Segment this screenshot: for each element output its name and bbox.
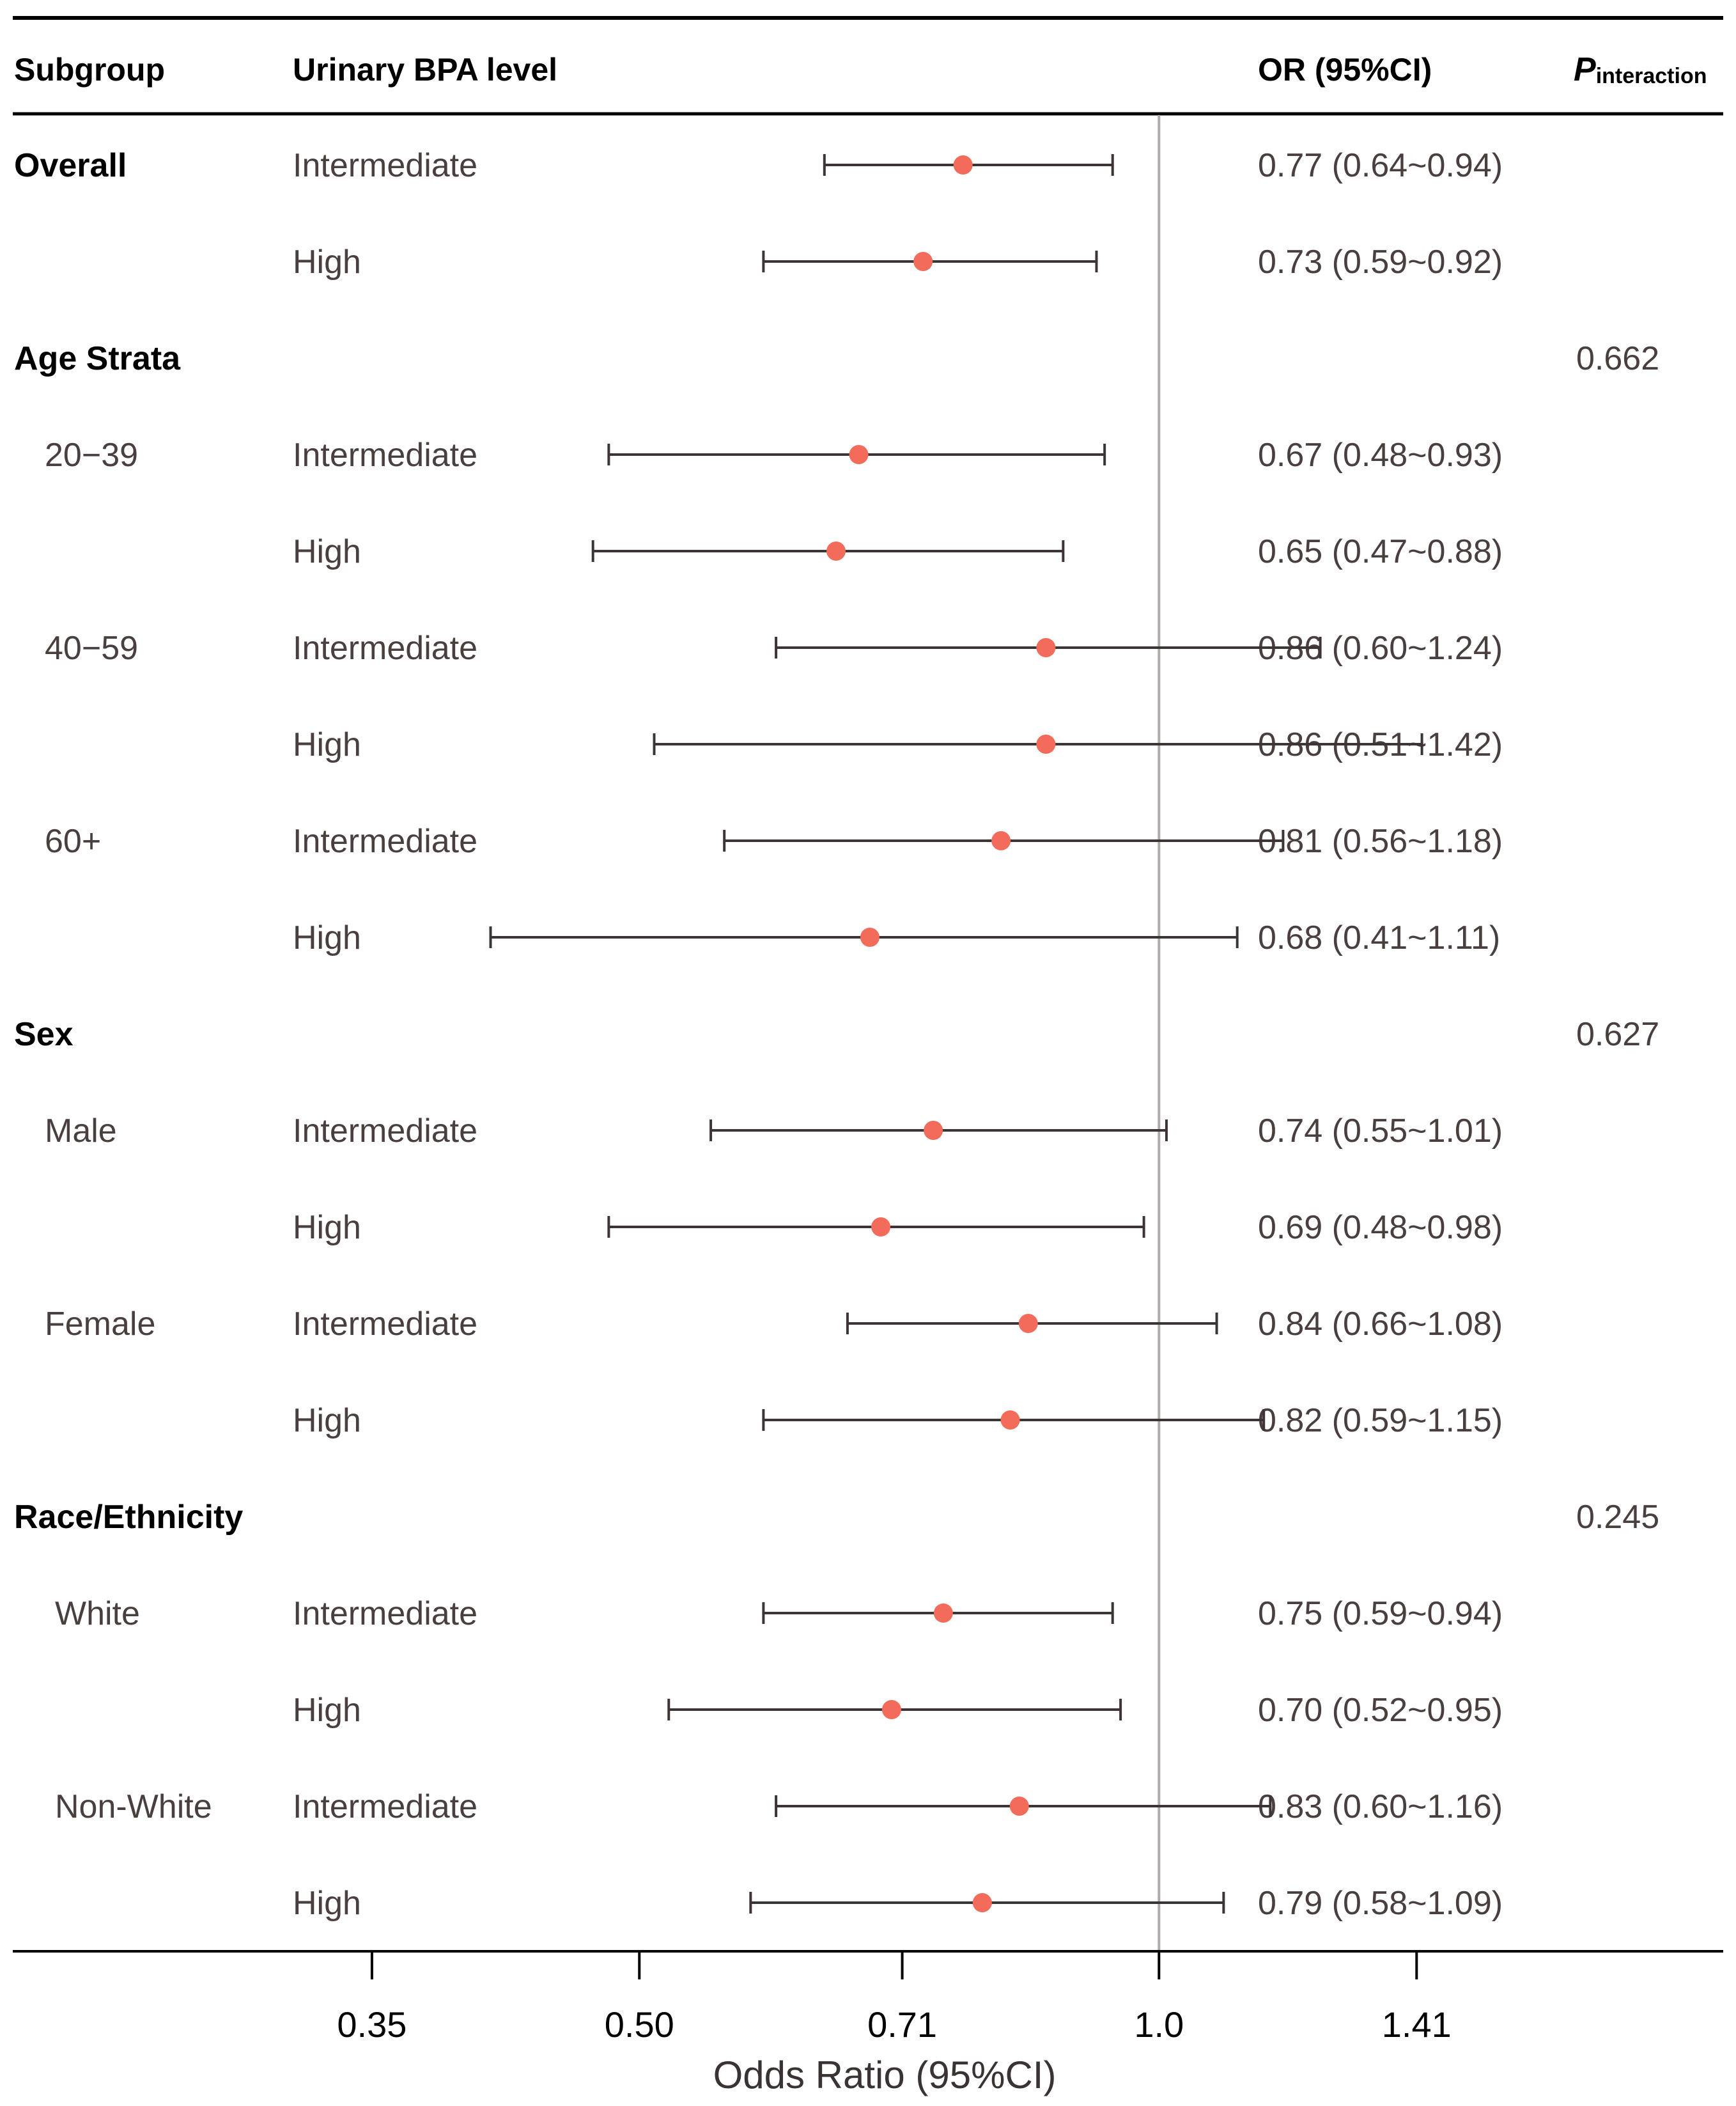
rows-layer: Overall Intermediate 0.77 (0.64~0.94)High 0… — [14, 147, 1659, 1922]
subgroup-label: Non-White — [55, 1788, 212, 1825]
or-ci-text: 0.81 (0.56~1.18) — [1258, 823, 1503, 860]
forest-row: Sex 0.627 — [14, 1016, 1659, 1053]
or-ci-text: 0.74 (0.55~1.01) — [1258, 1112, 1503, 1150]
or-ci-text: 0.83 (0.60~1.16) — [1258, 1788, 1503, 1825]
or-ci-text: 0.73 (0.59~0.92) — [1258, 244, 1503, 281]
subgroup-label: Female — [45, 1306, 155, 1343]
or-point — [849, 445, 869, 464]
subgroup-label: White — [55, 1595, 140, 1632]
or-ci-text: 0.68 (0.41~1.11) — [1258, 919, 1500, 956]
or-point — [933, 1603, 953, 1623]
forest-row: High 0.68 (0.41~1.11) — [293, 919, 1500, 956]
or-point — [1018, 1314, 1038, 1333]
bpa-level-label: Intermediate — [293, 147, 477, 184]
bpa-level-label: High — [293, 244, 361, 281]
group-header: Overall — [14, 147, 127, 184]
or-ci-text: 0.82 (0.59~1.15) — [1258, 1402, 1503, 1439]
x-tick-label: 1.0 — [1134, 2004, 1184, 2045]
or-point — [972, 1893, 992, 1912]
x-tick-label: 1.41 — [1382, 2004, 1452, 2045]
subgroup-label: 20−39 — [45, 437, 138, 474]
bpa-level-label: High — [293, 1885, 361, 1922]
group-header: Race/Ethnicity — [14, 1499, 243, 1536]
forest-row: High 0.70 (0.52~0.95) — [293, 1692, 1503, 1729]
bpa-level-label: High — [293, 1209, 361, 1246]
bpa-level-label: High — [293, 533, 361, 570]
forest-row: 60+ Intermediate 0.81 (0.56~1.18) — [45, 823, 1503, 860]
forest-row: High 0.79 (0.58~1.09) — [293, 1885, 1503, 1922]
or-point — [860, 928, 880, 947]
or-ci-text: 0.70 (0.52~0.95) — [1258, 1692, 1503, 1729]
or-ci-text: 0.75 (0.59~0.94) — [1258, 1595, 1503, 1632]
forest-row: Non-White Intermediate 0.83 (0.60~1.16) — [55, 1788, 1503, 1825]
bpa-level-label: Intermediate — [293, 1595, 477, 1632]
or-point — [871, 1217, 891, 1236]
or-point — [991, 831, 1011, 850]
forest-row: 40−59 Intermediate 0.86 (0.60~1.24) — [45, 630, 1503, 667]
col-header-p-sub: interaction — [1596, 64, 1707, 88]
bpa-level-label: Intermediate — [293, 630, 477, 667]
x-tick-label: 0.35 — [337, 2004, 407, 2045]
bpa-level-label: Intermediate — [293, 1306, 477, 1343]
or-point — [924, 1121, 943, 1140]
forest-row: High 0.82 (0.59~1.15) — [293, 1402, 1503, 1439]
bpa-level-label: High — [293, 726, 361, 763]
or-point — [1000, 1410, 1020, 1430]
subgroup-label: 60+ — [45, 823, 101, 860]
bpa-level-label: High — [293, 919, 361, 956]
bpa-level-label: Intermediate — [293, 1112, 477, 1150]
x-axis: 0.35 0.50 0.71 1.0 1.41 — [337, 1951, 1452, 2045]
x-tick-label: 0.50 — [605, 2004, 674, 2045]
col-header-p: Pinteraction — [1574, 51, 1707, 88]
forest-row: White Intermediate 0.75 (0.59~0.94) — [55, 1595, 1503, 1632]
forest-row: 20−39 Intermediate 0.67 (0.48~0.93) — [45, 437, 1503, 474]
or-ci-text: 0.84 (0.66~1.08) — [1258, 1306, 1503, 1343]
group-header: Age Strata — [14, 340, 181, 377]
or-point — [1036, 735, 1056, 754]
forest-row: Age Strata 0.662 — [14, 340, 1659, 377]
bpa-level-label: Intermediate — [293, 1788, 477, 1825]
p-interaction: 0.245 — [1576, 1499, 1659, 1536]
x-tick-label: 0.71 — [867, 2004, 937, 2045]
forest-row: High 0.73 (0.59~0.92) — [293, 244, 1503, 281]
bpa-level-label: High — [293, 1402, 361, 1439]
forest-row: Race/Ethnicity 0.245 — [14, 1499, 1659, 1536]
forest-row: Overall Intermediate 0.77 (0.64~0.94) — [14, 147, 1503, 184]
or-point — [881, 1700, 901, 1719]
p-interaction: 0.627 — [1576, 1016, 1659, 1053]
or-ci-text: 0.67 (0.48~0.93) — [1258, 437, 1503, 474]
or-point — [826, 542, 846, 561]
x-axis-label: Odds Ratio (95%CI) — [713, 2054, 1057, 2096]
forest-row: High 0.65 (0.47~0.88) — [293, 533, 1503, 570]
col-header-p-main: P — [1574, 51, 1596, 88]
or-ci-text: 0.79 (0.58~1.09) — [1258, 1885, 1503, 1922]
col-header-level: Urinary BPA level — [293, 52, 557, 88]
subgroup-label: 40−59 — [45, 630, 138, 667]
group-header: Sex — [14, 1016, 74, 1053]
or-ci-text: 0.65 (0.47~0.88) — [1258, 533, 1503, 570]
subgroup-label: Male — [45, 1112, 117, 1150]
forest-row: Male Intermediate 0.74 (0.55~1.01) — [45, 1112, 1503, 1150]
or-point — [953, 155, 973, 175]
or-ci-text: 0.77 (0.64~0.94) — [1258, 147, 1503, 184]
or-ci-text: 0.69 (0.48~0.98) — [1258, 1209, 1503, 1246]
or-point — [913, 252, 933, 271]
col-header-subgroup: Subgroup — [14, 52, 165, 88]
forest-row: Female Intermediate 0.84 (0.66~1.08) — [45, 1306, 1503, 1343]
p-interaction: 0.662 — [1576, 340, 1659, 377]
or-point — [1009, 1797, 1029, 1816]
bpa-level-label: High — [293, 1692, 361, 1729]
or-point — [1036, 638, 1056, 657]
forest-row: High 0.69 (0.48~0.98) — [293, 1209, 1503, 1246]
col-header-or: OR (95%CI) — [1258, 52, 1432, 88]
bpa-level-label: Intermediate — [293, 437, 477, 474]
forest-row: High 0.86 (0.51~1.42) — [293, 726, 1503, 763]
bpa-level-label: Intermediate — [293, 823, 477, 860]
